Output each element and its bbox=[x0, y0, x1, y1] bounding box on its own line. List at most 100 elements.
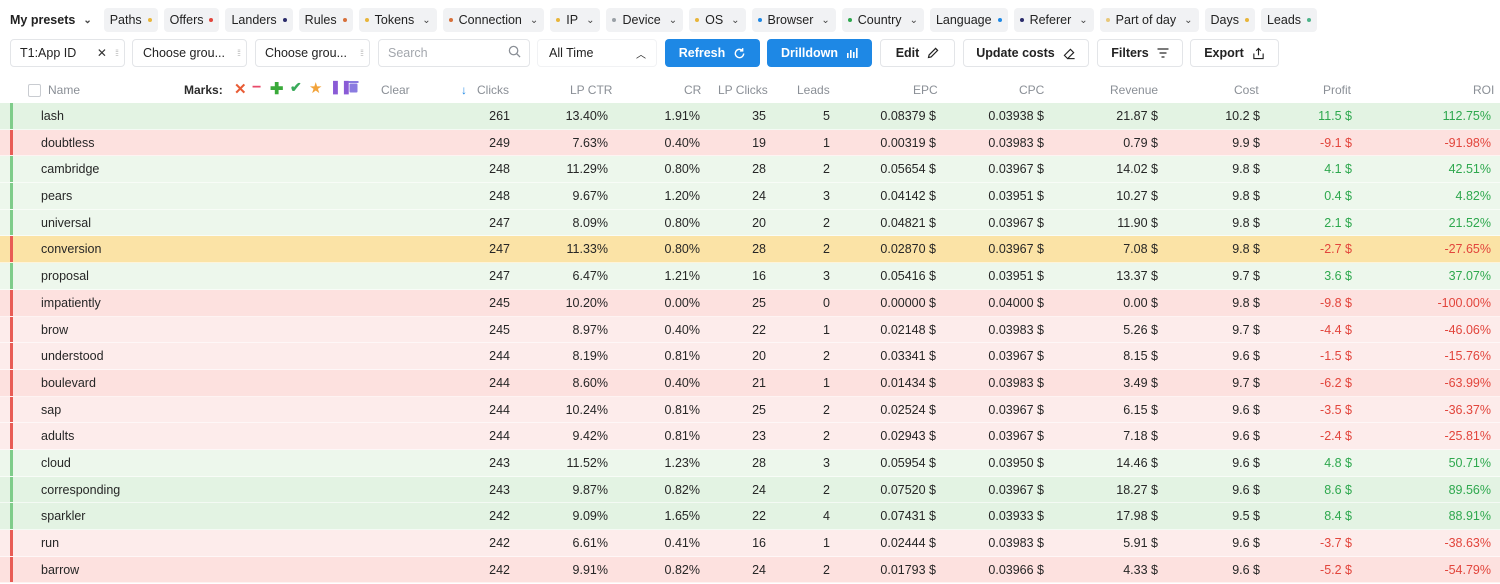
select-all-checkbox[interactable] bbox=[28, 84, 41, 97]
cell-profit: 11.5 $ bbox=[1318, 109, 1352, 123]
cell-cpc: 0.03983 $ bbox=[988, 536, 1044, 550]
group-selector-3[interactable]: Choose grou... ⁞⁞ bbox=[255, 39, 370, 67]
cell-profit: -2.7 $ bbox=[1320, 242, 1352, 257]
table-row[interactable]: barrow 242 9.91% 0.82% 24 2 0.01793 $0.03966 $… bbox=[0, 556, 1500, 584]
mark-trash-icon[interactable] bbox=[348, 80, 359, 96]
cell-cr: 0.80% bbox=[664, 215, 700, 230]
table-row[interactable]: universal 247 8.09% 0.80% 20 2 0.04821 $ 0.0396… bbox=[0, 209, 1500, 237]
preset-chip-label: Offers bbox=[169, 13, 204, 27]
cell-lpclicks: 16 bbox=[752, 269, 766, 284]
preset-chip-rules[interactable]: Rules bbox=[298, 8, 353, 32]
header-lp-clicks[interactable]: LP Clicks bbox=[718, 83, 768, 97]
mark-minus-icon[interactable]: − bbox=[252, 79, 262, 96]
header-revenue[interactable]: Revenue bbox=[1110, 83, 1159, 97]
cell-lpclicks: 16 bbox=[752, 536, 766, 550]
table-row[interactable]: impatiently 245 10.20% 0.00% 25 0 0.00000 $ 0.0… bbox=[0, 289, 1500, 317]
table-row[interactable]: adults 244 9.42% 0.81% 23 2 0.02943 $ 0.03967 $… bbox=[0, 423, 1500, 450]
header-profit[interactable]: Profit bbox=[1323, 83, 1352, 97]
cell-revenue: 11.90 $ bbox=[1117, 215, 1158, 230]
group-selector-2[interactable]: Choose grou... ⁞⁞ bbox=[132, 39, 247, 67]
table-row[interactable]: doubtless 249 7.63% 0.40% 19 1 0.00319 $ 0.0398… bbox=[0, 129, 1500, 157]
search-placeholder: Search bbox=[388, 46, 428, 60]
header-epc[interactable]: EPC bbox=[913, 83, 938, 97]
preset-chip-part-of-day[interactable]: Part of day ⌄ bbox=[1099, 8, 1199, 32]
cell-leads: 4 bbox=[823, 509, 830, 524]
preset-chip-referer[interactable]: Referer ⌄ bbox=[1013, 8, 1094, 32]
cell-epc: 0.04821 $ bbox=[880, 215, 936, 230]
preset-chip-device[interactable]: Device ⌄ bbox=[606, 8, 684, 32]
export-button[interactable]: Export bbox=[1190, 39, 1279, 67]
preset-chip-tokens[interactable]: Tokens ⌄ bbox=[358, 8, 437, 32]
sort-down-icon[interactable]: ↓ bbox=[461, 83, 467, 97]
cell-name: understood bbox=[41, 349, 104, 364]
table-row[interactable]: cambridge 248 11.29% 0.80% 28 2 0.05654 $ 0.039… bbox=[0, 156, 1500, 184]
header-cr[interactable]: CR bbox=[684, 83, 702, 97]
cell-name: lash bbox=[41, 109, 64, 123]
cell-epc: 0.04142 $ bbox=[880, 189, 936, 204]
table-row[interactable]: pears 248 9.67% 1.20% 24 3 0.04142 $ 0.03951 $ 1… bbox=[0, 183, 1500, 210]
header-leads[interactable]: Leads bbox=[797, 83, 830, 97]
mark-x-icon[interactable]: ✕ bbox=[234, 81, 247, 98]
preset-chip-browser[interactable]: Browser ⌄ bbox=[751, 8, 836, 32]
edit-button[interactable]: Edit bbox=[880, 39, 955, 67]
table-row[interactable]: sap 244 10.24% 0.81% 25 2 0.02524 $ 0.03967 $ 6.… bbox=[0, 396, 1500, 424]
table-row[interactable]: lash 261 13.40% 1.91% 35 5 0.08379 $ 0.03938 $ 2… bbox=[0, 103, 1500, 130]
cell-epc: 0.07431 $ bbox=[880, 509, 936, 524]
my-presets-label: My presets bbox=[10, 13, 76, 27]
group-selector-1[interactable]: T1:App ID ✕ ⁞⁞ bbox=[10, 39, 125, 67]
header-roi[interactable]: ROI bbox=[1473, 83, 1495, 97]
table-row[interactable]: corresponding 243 9.87% 0.82% 24 2 0.07520 $ 0.… bbox=[0, 476, 1500, 504]
table-row[interactable]: understood 244 8.19% 0.81% 20 2 0.03341 $ 0.039… bbox=[0, 343, 1500, 370]
drag-handle-icon[interactable]: ⁞⁞ bbox=[114, 48, 119, 58]
color-dot-icon bbox=[1307, 18, 1312, 22]
table-row[interactable]: brow 245 8.97% 0.40% 22 1 0.02148 $ 0.03983 $ 5.… bbox=[0, 316, 1500, 344]
drag-handle-icon[interactable]: ⁞⁞ bbox=[359, 48, 364, 58]
row-status-bar bbox=[10, 236, 13, 263]
cell-lpclicks: 35 bbox=[752, 109, 766, 123]
my-presets-button[interactable]: My presets ⌄ bbox=[4, 8, 98, 32]
preset-chip-days[interactable]: Days bbox=[1204, 8, 1255, 32]
preset-chip-offers[interactable]: Offers bbox=[163, 8, 220, 32]
header-name[interactable]: Name bbox=[48, 83, 81, 97]
preset-chip-connection[interactable]: Connection ⌄ bbox=[442, 8, 545, 32]
preset-chip-leads[interactable]: Leads bbox=[1260, 8, 1318, 32]
preset-chip-ip[interactable]: IP ⌄ bbox=[550, 8, 601, 32]
update-costs-button[interactable]: Update costs bbox=[963, 39, 1089, 67]
mark-pause-icon[interactable]: ❚❚ bbox=[330, 79, 352, 94]
header-cpc[interactable]: CPC bbox=[1019, 83, 1045, 97]
period-select[interactable]: All Time ︿ bbox=[537, 39, 657, 67]
cell-profit: -4.4 $ bbox=[1320, 322, 1352, 337]
cell-roi: -63.99% bbox=[1444, 375, 1491, 390]
table-row[interactable]: cloud 243 11.52% 1.23% 28 3 0.05954 $ 0.03950 $… bbox=[0, 449, 1500, 477]
preset-chip-country[interactable]: Country ⌄ bbox=[841, 8, 924, 32]
cell-revenue: 3.49 $ bbox=[1123, 375, 1158, 390]
mark-plus-icon[interactable]: ✚ bbox=[270, 81, 284, 98]
cell-profit: 8.4 $ bbox=[1324, 509, 1352, 524]
table-row[interactable]: conversion 247 11.33% 0.80% 28 2 0.02870 $ 0.03… bbox=[0, 236, 1500, 264]
preset-chip-os[interactable]: OS ⌄ bbox=[689, 8, 746, 32]
header-clicks[interactable]: Clicks bbox=[477, 83, 509, 97]
preset-chip-language[interactable]: Language bbox=[929, 8, 1008, 32]
search-input[interactable]: Search bbox=[378, 39, 530, 67]
clear-group-icon[interactable]: ✕ bbox=[96, 46, 107, 60]
drilldown-button[interactable]: Drilldown bbox=[767, 39, 872, 67]
mark-star-icon[interactable]: ★ bbox=[309, 80, 323, 97]
table-row[interactable]: run 242 6.61% 0.41% 16 1 0.02444 $ 0.03983 $ 5.9… bbox=[0, 530, 1500, 557]
filters-button[interactable]: Filters bbox=[1097, 39, 1183, 67]
table-row[interactable]: sparkler 242 9.09% 1.65% 22 4 0.07431 $ 0.03933… bbox=[0, 503, 1500, 530]
refresh-button[interactable]: Refresh bbox=[665, 39, 760, 67]
header-cost[interactable]: Cost bbox=[1234, 83, 1259, 97]
preset-chip-landers[interactable]: Landers bbox=[225, 8, 293, 32]
cell-cpc: 0.03933 $ bbox=[988, 509, 1044, 524]
drag-handle-icon[interactable]: ⁞⁞ bbox=[236, 48, 241, 58]
cell-cpc: 0.03967 $ bbox=[988, 482, 1044, 497]
header-lp-ctr[interactable]: LP CTR bbox=[570, 83, 613, 97]
cell-cpc: 0.03967 $ bbox=[988, 429, 1044, 444]
chevron-down-icon: ⌄ bbox=[821, 14, 830, 26]
cell-cr: 0.00% bbox=[664, 295, 700, 310]
table-row[interactable]: boulevard 244 8.60% 0.40% 21 1 0.01434 $ 0.0398… bbox=[0, 369, 1500, 397]
table-row[interactable]: proposal 247 6.47% 1.21% 16 3 0.05416 $ 0.03951… bbox=[0, 263, 1500, 290]
mark-check-icon[interactable]: ✔ bbox=[290, 79, 302, 95]
clear-marks-button[interactable]: Clear bbox=[381, 83, 410, 97]
preset-chip-paths[interactable]: Paths bbox=[103, 8, 158, 32]
